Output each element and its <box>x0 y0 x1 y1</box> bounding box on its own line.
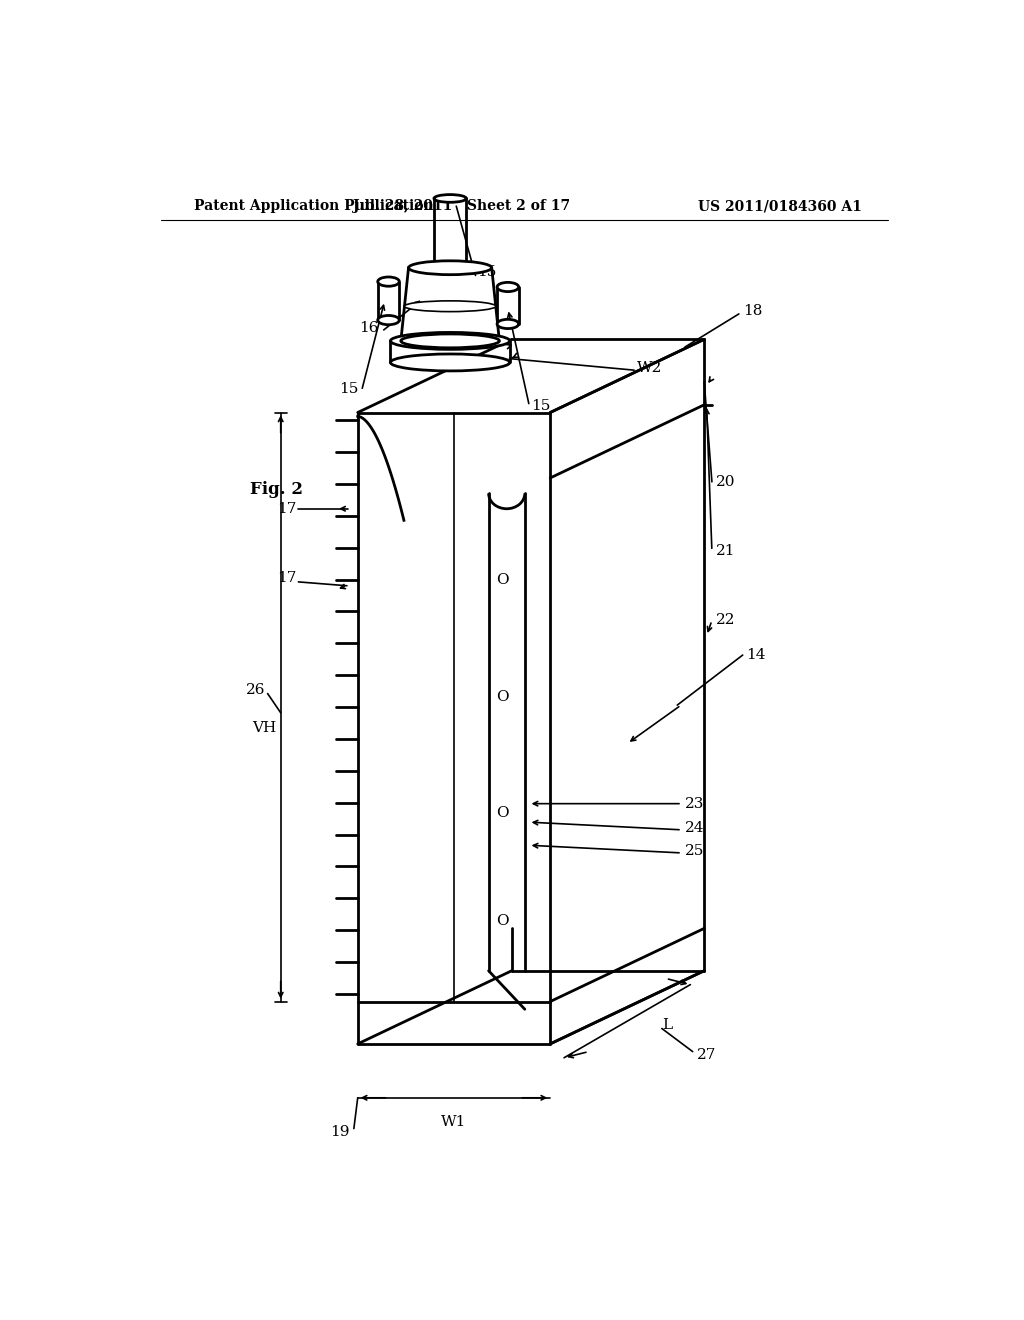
Text: 17: 17 <box>276 572 296 585</box>
Text: Fig. 2: Fig. 2 <box>250 480 303 498</box>
Ellipse shape <box>404 301 496 312</box>
Ellipse shape <box>434 194 466 202</box>
Ellipse shape <box>400 334 500 348</box>
Text: O: O <box>497 913 509 928</box>
Ellipse shape <box>390 333 510 350</box>
Text: 15: 15 <box>531 400 550 413</box>
Ellipse shape <box>390 354 510 371</box>
Text: W2: W2 <box>637 360 663 375</box>
Text: Patent Application Publication: Patent Application Publication <box>194 199 433 213</box>
Text: 15: 15 <box>339 383 358 396</box>
Ellipse shape <box>497 319 518 329</box>
Text: 25: 25 <box>685 845 705 858</box>
Text: 20: 20 <box>716 475 735 488</box>
Text: Jul. 28, 2011   Sheet 2 of 17: Jul. 28, 2011 Sheet 2 of 17 <box>353 199 570 213</box>
Text: 26: 26 <box>246 682 265 697</box>
Text: 27: 27 <box>696 1048 716 1063</box>
Text: 19: 19 <box>331 1125 350 1139</box>
Text: US 2011/0184360 A1: US 2011/0184360 A1 <box>698 199 862 213</box>
Text: 24: 24 <box>685 821 705 836</box>
Ellipse shape <box>378 277 399 286</box>
Ellipse shape <box>409 261 492 275</box>
Text: L: L <box>662 1018 672 1032</box>
Text: 15: 15 <box>477 265 497 280</box>
Text: O: O <box>497 573 509 587</box>
Text: O: O <box>497 690 509 705</box>
Ellipse shape <box>497 282 518 292</box>
Text: 22: 22 <box>716 614 735 627</box>
Text: VH: VH <box>253 721 276 735</box>
Text: 16: 16 <box>359 321 379 335</box>
Text: 14: 14 <box>746 648 766 663</box>
Text: O: O <box>497 807 509 820</box>
Text: 17: 17 <box>276 502 296 516</box>
Text: 18: 18 <box>742 304 762 318</box>
Ellipse shape <box>378 315 399 325</box>
Text: 23: 23 <box>685 797 705 810</box>
Text: W1: W1 <box>441 1114 467 1129</box>
Text: 21: 21 <box>716 544 735 558</box>
